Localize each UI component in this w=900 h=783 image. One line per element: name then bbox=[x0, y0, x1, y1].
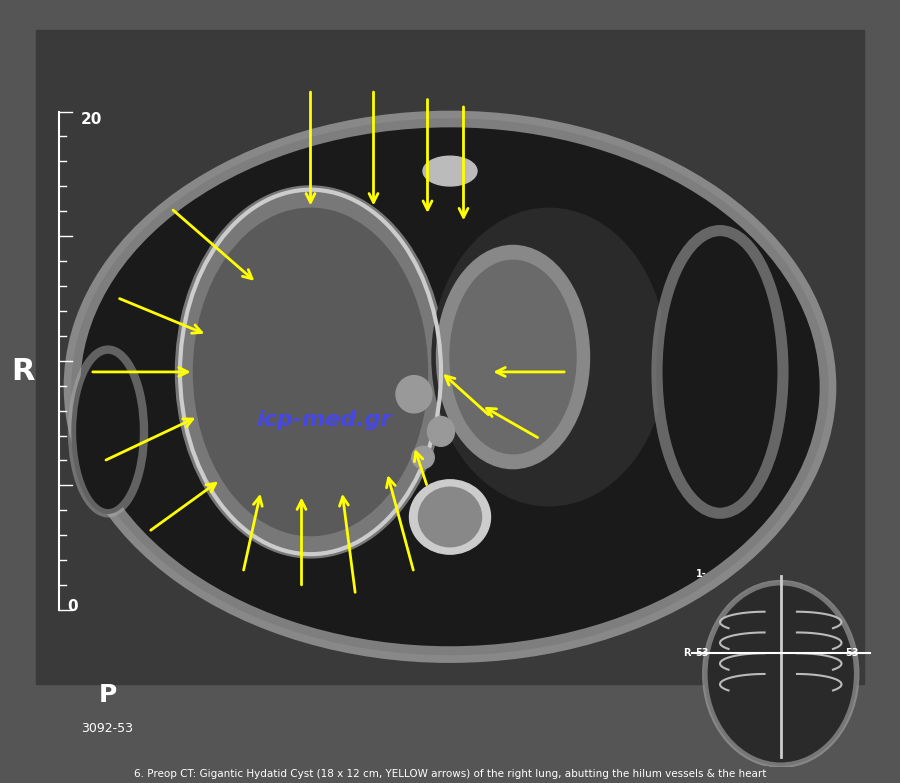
Ellipse shape bbox=[432, 208, 666, 506]
Text: R: R bbox=[11, 357, 34, 387]
Text: 1-: 1- bbox=[696, 569, 706, 579]
Ellipse shape bbox=[423, 157, 477, 186]
Ellipse shape bbox=[705, 583, 857, 765]
Text: 53: 53 bbox=[846, 648, 859, 659]
Ellipse shape bbox=[194, 208, 428, 536]
Ellipse shape bbox=[436, 246, 590, 468]
Ellipse shape bbox=[450, 260, 576, 454]
Ellipse shape bbox=[176, 186, 446, 557]
Text: P: P bbox=[99, 684, 117, 708]
Ellipse shape bbox=[72, 349, 144, 514]
Text: 3092-53: 3092-53 bbox=[81, 723, 133, 735]
Text: 20: 20 bbox=[81, 111, 103, 127]
Ellipse shape bbox=[396, 376, 432, 413]
Ellipse shape bbox=[410, 480, 490, 554]
Text: 0: 0 bbox=[68, 599, 78, 614]
Ellipse shape bbox=[72, 119, 828, 655]
Text: icp-med.gr: icp-med.gr bbox=[256, 410, 392, 431]
Ellipse shape bbox=[418, 487, 482, 547]
Ellipse shape bbox=[412, 446, 434, 468]
Ellipse shape bbox=[428, 417, 454, 446]
Ellipse shape bbox=[657, 230, 783, 514]
Text: R: R bbox=[684, 648, 691, 659]
Text: 6. Preop CT: Gigantic Hydatid Cyst (18 x 12 cm, YELLOW arrows) of the right lung: 6. Preop CT: Gigantic Hydatid Cyst (18 x… bbox=[134, 769, 766, 779]
Bar bbox=[36, 30, 864, 684]
Text: 53: 53 bbox=[696, 648, 709, 659]
